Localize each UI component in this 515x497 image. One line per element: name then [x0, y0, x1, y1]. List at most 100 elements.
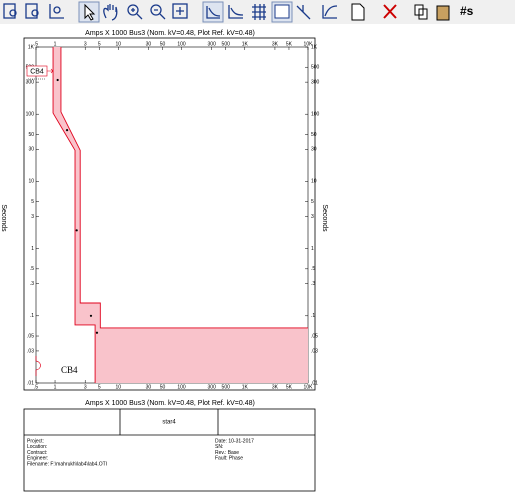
trip-curve — [52, 47, 96, 383]
y-tick-label: 5 — [31, 199, 34, 205]
print-preview-button[interactable] — [351, 3, 365, 21]
y-tick-label: 50 — [28, 132, 34, 138]
y-tick-label: 300 — [26, 79, 35, 85]
title-block-lines — [24, 409, 315, 436]
y-tick-label: 10 — [311, 179, 317, 185]
y-tick-label: .1 — [311, 313, 315, 319]
zoom-fit-button[interactable] — [3, 3, 17, 19]
left-axis-label: Seconds — [0, 204, 7, 232]
title-block-text: Project:Location:Contract:Engineer:Filen… — [27, 438, 254, 467]
y-tick-label: .3 — [30, 281, 34, 287]
x-tick-label: 5K — [286, 384, 293, 390]
x-tick-label: 300 — [208, 41, 217, 47]
y-tick-label: 1 — [311, 246, 314, 252]
y-tick-label: .03 — [311, 348, 318, 354]
device-tag: CB4 — [30, 68, 44, 75]
y-tick-label: .05 — [311, 333, 318, 339]
x-tick-label: 1K — [242, 41, 249, 47]
y-tick-label: .03 — [27, 348, 34, 354]
y-tick-label: 3 — [311, 214, 314, 220]
zoom-in-button[interactable] — [127, 4, 143, 20]
x-tick-label: 1 — [54, 41, 57, 47]
toolbar-icons: #s — [3, 1, 474, 23]
y-tick-label: .05 — [27, 333, 34, 339]
y-tick-label: .01 — [27, 380, 34, 386]
x-tick-label: 500 — [222, 384, 231, 390]
y-tick-label: 10 — [28, 179, 34, 185]
title-block-field: Date: 10-31-2017 — [215, 438, 254, 444]
title-block-field: Rev.: Base — [215, 450, 239, 456]
x-tick-label: 10K — [304, 384, 314, 390]
title-block: star4 Project:Location:Contract:Engineer… — [23, 408, 316, 492]
band-fill — [53, 47, 309, 383]
x-tick-label: 5 — [98, 384, 101, 390]
label-button[interactable] — [202, 1, 224, 23]
x-tick-label: 300 — [208, 384, 217, 390]
y-tick-label: .5 — [30, 266, 34, 272]
copy-button[interactable] — [414, 4, 428, 20]
y-tick-label: .5 — [311, 266, 315, 272]
y-tick-label: 5 — [311, 199, 314, 205]
x-tick-label: 50 — [160, 384, 166, 390]
x-tick-label: 3K — [272, 41, 279, 47]
zoom-extent-button[interactable] — [172, 3, 188, 19]
y-tick-label: .01 — [311, 380, 318, 386]
curve-point — [56, 78, 59, 82]
title-block-field: Filename: F:\mahrukh\lab4\lab4.OTI — [27, 462, 107, 468]
curve-label: CB4 — [61, 365, 78, 375]
toolbar-label[interactable]: #s — [460, 4, 474, 18]
top-axis-label: Amps X 1000 Bus3 (Nom. kV=0.48, Plot Ref… — [85, 30, 255, 37]
y-tick-label: 500 — [311, 65, 320, 71]
x-tick-label: .5 — [34, 384, 38, 390]
device-tag-arrow — [47, 68, 54, 74]
x-tick-label: 1 — [54, 384, 57, 390]
fault-button[interactable] — [296, 5, 311, 20]
legend-icon — [274, 4, 290, 19]
y-tick-label: 3 — [31, 214, 34, 220]
delete-button[interactable] — [383, 4, 397, 19]
zoom-area-button[interactable] — [25, 3, 39, 19]
x-tick-label: .5 — [34, 41, 38, 47]
x-tick-label: 100 — [177, 384, 186, 390]
x-tick-label: 10 — [115, 41, 121, 47]
x-tick-label: 10K — [304, 41, 314, 47]
x-tick-label: 3 — [84, 41, 87, 47]
grid-button[interactable] — [252, 4, 266, 20]
title-block-field: Location: — [27, 444, 47, 450]
x-tick-label: 5 — [98, 41, 101, 47]
curve-point — [75, 229, 78, 232]
paste-button[interactable] — [436, 5, 450, 21]
x-tick-label: 3K — [272, 384, 279, 390]
y-tick-label: 1 — [31, 246, 34, 252]
x-tick-label: 30 — [146, 384, 152, 390]
y-tick-label: 1K — [28, 44, 35, 50]
x-tick-label: 500 — [222, 41, 231, 47]
title-block-field: Fault: Phase — [215, 456, 243, 462]
tcc-button[interactable] — [322, 5, 338, 19]
title-block-field: Contract: — [27, 450, 47, 456]
y-tick-label: 100 — [311, 112, 320, 118]
breaker-symbol — [35, 356, 41, 376]
pan-button[interactable] — [103, 4, 118, 21]
y-tick-label: 300 — [311, 79, 320, 85]
curve-button[interactable] — [228, 5, 244, 19]
bottom-axis-label: Amps X 1000 Bus3 (Nom. kV=0.48, Plot Ref… — [85, 400, 255, 407]
y-tick-label: 50 — [311, 132, 317, 138]
x-tick-label: 50 — [160, 41, 166, 47]
right-axis-label: Seconds — [321, 204, 328, 232]
zoom-out-button[interactable] — [150, 4, 166, 20]
x-tick-label: 100 — [177, 41, 186, 47]
title-block-field: SN: — [215, 444, 223, 450]
x-tick-label: 1K — [242, 384, 249, 390]
axis-button[interactable] — [49, 4, 64, 19]
y-tick-label: .1 — [30, 313, 34, 319]
y-tick-label: 30 — [28, 147, 34, 153]
curve-point — [95, 331, 99, 334]
x-tick-label: 10 — [115, 384, 121, 390]
x-tick-label: 5K — [286, 41, 293, 47]
curve-point — [89, 314, 93, 317]
x-tick-label: 3 — [84, 384, 87, 390]
y-tick-label: 1K — [311, 44, 318, 50]
